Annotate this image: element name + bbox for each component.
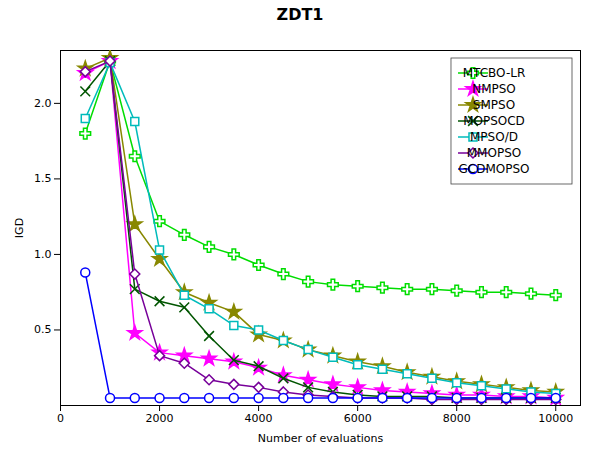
svg-text:4000: 4000 xyxy=(245,412,273,425)
svg-text:1.0: 1.0 xyxy=(34,248,52,261)
svg-text:0.5: 0.5 xyxy=(34,323,52,336)
svg-text:6000: 6000 xyxy=(344,412,372,425)
svg-text:SMPSO: SMPSO xyxy=(473,98,515,112)
svg-text:10000: 10000 xyxy=(538,412,573,425)
svg-text:2000: 2000 xyxy=(146,412,174,425)
svg-text:IGD: IGD xyxy=(13,218,26,238)
svg-text:8000: 8000 xyxy=(443,412,471,425)
svg-text:MOPSOCD: MOPSOCD xyxy=(463,114,525,128)
svg-text:2.0: 2.0 xyxy=(34,97,52,110)
svg-text:1.5: 1.5 xyxy=(34,172,52,185)
svg-text:0: 0 xyxy=(57,412,64,425)
svg-text:MPSO/D: MPSO/D xyxy=(470,130,518,144)
svg-text:NMPSO: NMPSO xyxy=(472,82,516,96)
html-text:ZDT1: ZDT1 xyxy=(276,5,324,24)
svg-text:GCDMOPSO: GCDMOPSO xyxy=(458,162,529,176)
svg-text:MTCBO-LR: MTCBO-LR xyxy=(463,66,526,80)
svg-text:Number of evaluations: Number of evaluations xyxy=(258,432,384,445)
svg-text:MMOPSO: MMOPSO xyxy=(467,146,521,160)
